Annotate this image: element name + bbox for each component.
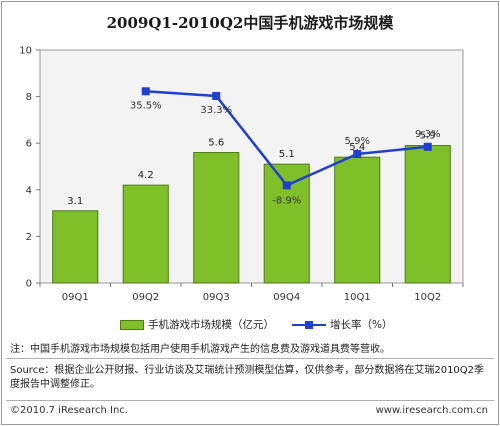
bar-value-label: 3.1 (67, 196, 83, 207)
plot-area (39, 49, 464, 284)
growth-value-label: 35.5% (130, 100, 162, 111)
growth-value-label: 9.3% (415, 129, 440, 140)
x-tick-label: 10Q2 (414, 292, 441, 303)
copyright-text: ©2010.7 iResearch Inc. (10, 405, 128, 416)
growth-value-label: -8.9% (272, 195, 301, 206)
x-tick-label: 09Q2 (132, 292, 159, 303)
chart-title: 2009Q1-2010Q2中国手机游戏市场规模 (106, 14, 394, 32)
legend-bar-swatch (120, 320, 144, 330)
website-text: www.iresearch.com.cn (375, 405, 488, 416)
growth-marker (353, 150, 362, 159)
divider (6, 358, 494, 359)
bar-value-label: 5.4 (349, 142, 365, 153)
bar (122, 184, 169, 284)
bar-value-label: 4.2 (138, 170, 154, 181)
y-tick-label: 2 (26, 232, 32, 243)
divider (6, 400, 494, 401)
y-tick-label: 6 (26, 139, 32, 150)
growth-marker (282, 181, 291, 190)
y-tick-label: 8 (26, 92, 32, 103)
bar (334, 156, 381, 284)
bar-value-label: 5.9 (420, 131, 436, 142)
x-tick-label: 09Q4 (273, 292, 300, 303)
source-text: Source：根据企业公开财报、行业访谈及艾瑞统计预测模型估算，仅供参考，部分数… (10, 365, 485, 390)
growth-value-label: 5.9% (345, 136, 370, 147)
bar-value-label: 5.1 (279, 149, 295, 160)
growth-marker (423, 142, 432, 151)
bar (52, 210, 99, 284)
legend-bar-label: 手机游戏市场规模（亿元） (148, 319, 274, 331)
bar (193, 152, 240, 284)
x-tick-label: 09Q1 (62, 292, 89, 303)
bar (404, 145, 451, 284)
chart-note: 注：中国手机游戏市场规模包括用户使用手机游戏产生的信息费及游戏道具费等营收。 (10, 344, 390, 355)
x-tick-label: 10Q1 (344, 292, 371, 303)
bar-value-label: 5.6 (208, 138, 224, 149)
x-tick-label: 09Q3 (203, 292, 230, 303)
y-tick-label: 0 (26, 279, 32, 290)
legend-line-swatch (292, 320, 326, 330)
y-tick-label: 4 (26, 185, 32, 196)
growth-marker (212, 91, 221, 100)
legend-item-line: 增长率（%） (292, 317, 392, 332)
growth-value-label: 33.3% (200, 105, 232, 116)
y-tick-label: 10 (19, 46, 32, 57)
legend-line-label: 增长率（%） (330, 319, 393, 331)
growth-marker (141, 87, 150, 96)
legend-item-bar: 手机游戏市场规模（亿元） (120, 317, 274, 332)
